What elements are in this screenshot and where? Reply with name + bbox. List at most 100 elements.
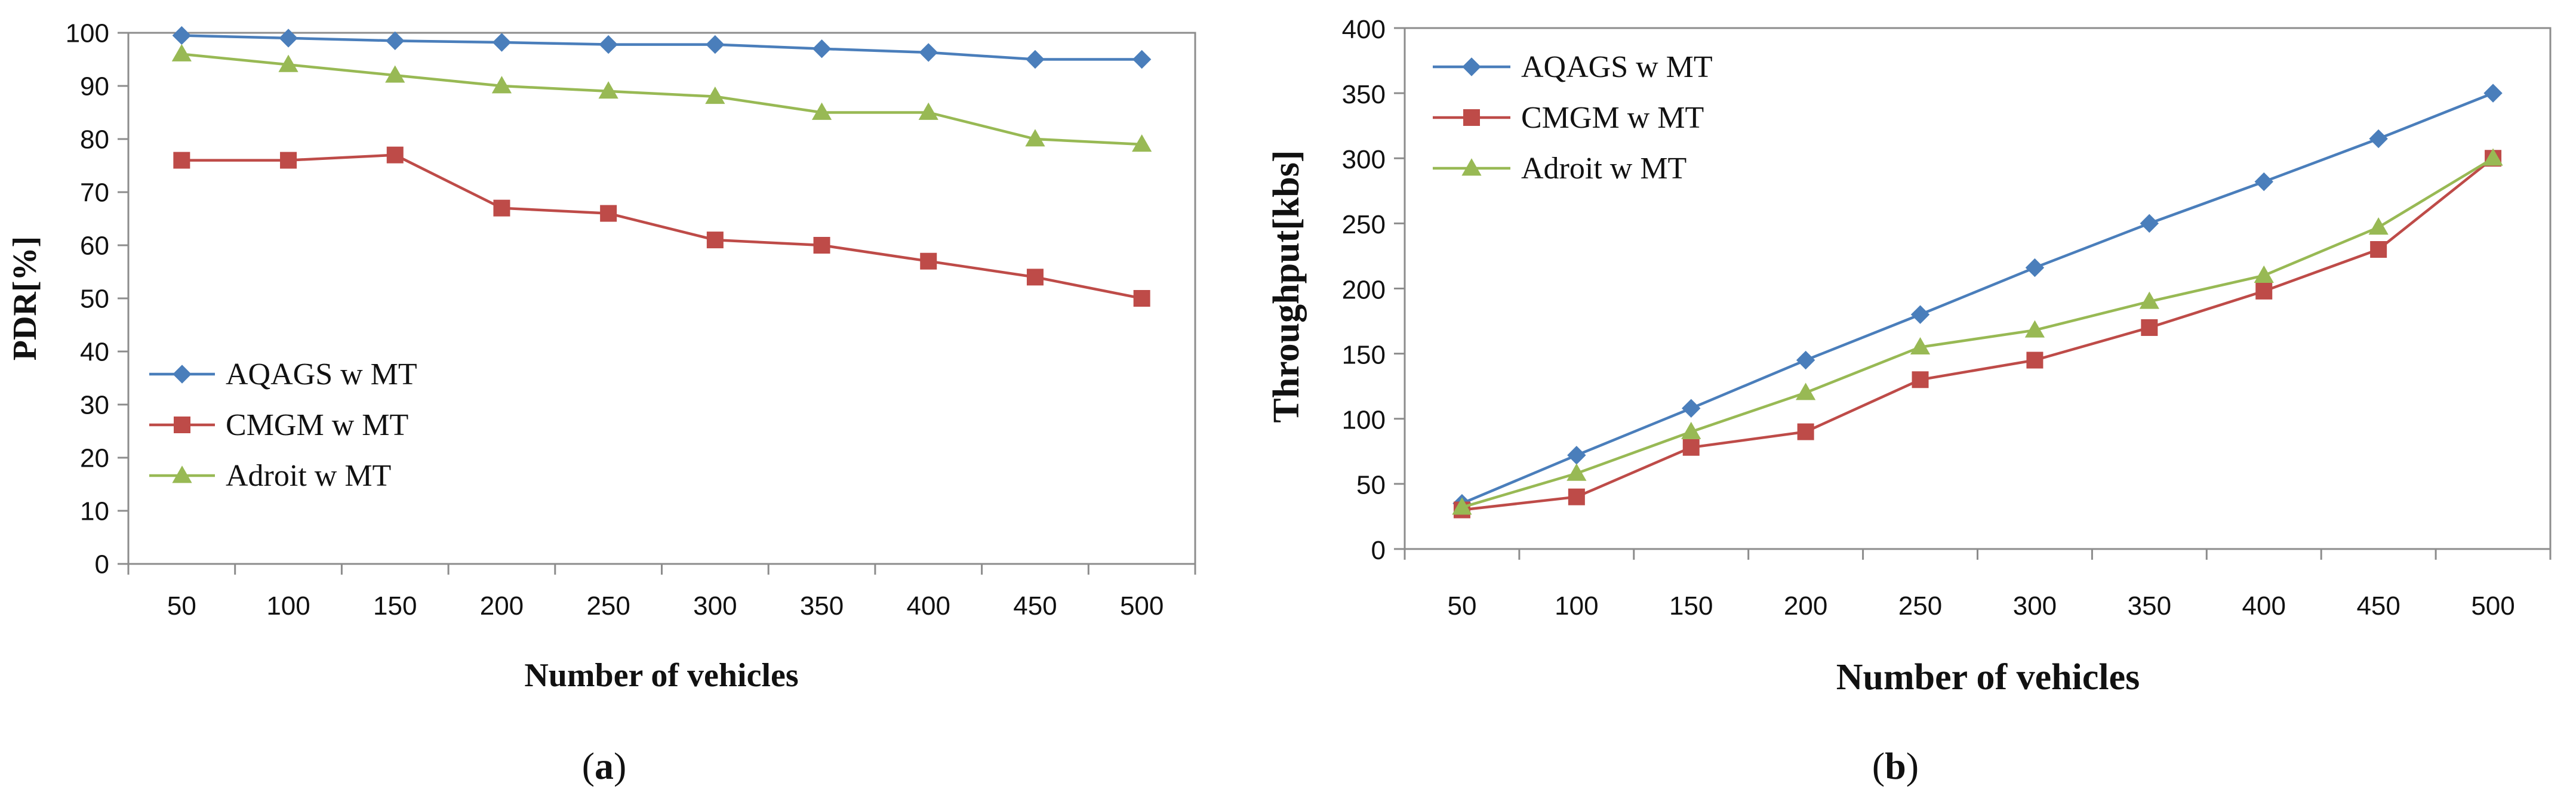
legend-label-aqags-w-mt: AQAGS w MT (226, 357, 417, 391)
data-point-cmgm-w-mt (1682, 439, 1700, 456)
data-point-aqags-w-mt (1026, 50, 1045, 69)
y-tick-label: 50 (1356, 471, 1386, 500)
data-point-adroit-w-mt (2024, 320, 2045, 338)
chart-panel-b: 0 50 100 150 200 250 300 350 400 50 100 150 200 250 30… (1266, 15, 2552, 787)
series-line-adroit-w-mt (181, 53, 1142, 146)
x-tick-label: 450 (2356, 591, 2400, 621)
y-tick-label: 300 (1342, 145, 1386, 174)
x-tick-label: 400 (907, 591, 950, 621)
y-tick-label: 350 (1342, 80, 1386, 109)
data-point-aqags-w-mt (919, 43, 938, 62)
y-tick-label: 10 (80, 496, 109, 526)
data-point-aqags-w-mt (1132, 50, 1152, 69)
data-point-aqags-w-mt (2254, 172, 2273, 192)
legend-label-adroit-w-mt: Adroit w MT (1521, 152, 1686, 186)
data-point-aqags-w-mt (1567, 446, 1586, 465)
y-tick-label: 30 (80, 390, 109, 419)
data-point-adroit-w-mt (1452, 497, 1472, 515)
data-point-cmgm-w-mt (386, 146, 404, 164)
panel-label: (a) (582, 745, 627, 787)
series-line-adroit-w-mt (1461, 157, 2494, 509)
data-point-adroit-w-mt (1132, 134, 1152, 152)
y-tick-label: 0 (1371, 536, 1386, 565)
y-axis-title: Throughput[kbs] (1266, 150, 1307, 422)
data-point-cmgm-w-mt (600, 205, 617, 222)
data-point-aqags-w-mt (172, 26, 192, 45)
data-point-adroit-w-mt (1566, 463, 1587, 481)
x-axis-title: Number of vehicles (524, 657, 798, 694)
x-tick-label: 150 (1669, 591, 1713, 621)
y-tick-label: 200 (1342, 275, 1386, 304)
series-line-aqags-w-mt (181, 34, 1142, 61)
data-point-adroit-w-mt (2139, 291, 2159, 309)
data-point-adroit-w-mt (1910, 337, 1931, 355)
y-tick-label: 20 (80, 443, 109, 473)
series-line-aqags-w-mt (1461, 92, 2494, 505)
data-point-cmgm-w-mt (706, 232, 724, 249)
y-tick-label: 0 (95, 550, 109, 579)
x-tick-label: 100 (266, 591, 310, 621)
legend-marker-aqags-w-mt (1462, 57, 1481, 76)
data-point-aqags-w-mt (812, 39, 832, 58)
y-tick-label: 50 (80, 284, 109, 313)
x-tick-label: 400 (2242, 591, 2286, 621)
x-tick-label: 300 (693, 591, 737, 621)
data-point-aqags-w-mt (2140, 214, 2159, 233)
data-point-aqags-w-mt (2483, 84, 2503, 103)
data-point-aqags-w-mt (1796, 350, 1815, 370)
data-point-cmgm-w-mt (2141, 319, 2158, 336)
data-point-cmgm-w-mt (1568, 488, 1585, 505)
y-tick-label: 40 (80, 337, 109, 366)
data-point-aqags-w-mt (1910, 305, 1930, 324)
x-tick-label: 150 (373, 591, 417, 621)
x-tick-label: 100 (1555, 591, 1598, 621)
data-point-adroit-w-mt (491, 76, 512, 94)
data-point-cmgm-w-mt (173, 152, 190, 169)
y-tick-label: 150 (1342, 340, 1386, 369)
x-tick-label: 500 (1120, 591, 1164, 621)
legend-marker-adroit-w-mt (1461, 158, 1482, 176)
x-tick-label: 450 (1013, 591, 1057, 621)
x-axis-title: Number of vehicles (1836, 657, 2140, 698)
data-point-adroit-w-mt (385, 65, 405, 83)
y-tick-label: 70 (80, 178, 109, 207)
data-point-cmgm-w-mt (280, 152, 297, 169)
x-tick-label: 200 (1784, 591, 1827, 621)
data-point-aqags-w-mt (279, 29, 298, 48)
data-point-cmgm-w-mt (1026, 269, 1044, 286)
y-tick-label: 90 (80, 72, 109, 101)
x-tick-label: 350 (2128, 591, 2171, 621)
data-point-adroit-w-mt (598, 81, 618, 99)
data-point-adroit-w-mt (2483, 148, 2503, 166)
data-point-aqags-w-mt (492, 33, 512, 52)
data-point-cmgm-w-mt (1797, 423, 1814, 440)
legend-marker-cmgm-w-mt (174, 417, 190, 433)
y-axis-title: PDR[%] (7, 236, 44, 360)
data-point-aqags-w-mt (2369, 129, 2388, 149)
data-point-adroit-w-mt (1796, 383, 1816, 400)
y-tick-label: 100 (1342, 406, 1386, 435)
legend-label-cmgm-w-mt: CMGM w MT (1521, 101, 1704, 135)
data-point-aqags-w-mt (706, 35, 725, 54)
x-tick-label: 250 (1898, 591, 1942, 621)
legend-label-aqags-w-mt: AQAGS w MT (1521, 50, 1713, 84)
chart-panel-a: 0 10 20 30 40 50 60 70 80 90 100 50 100 150 200 250 300 3… (7, 18, 1196, 787)
data-point-aqags-w-mt (599, 35, 618, 54)
data-point-adroit-w-mt (278, 54, 298, 72)
data-point-cmgm-w-mt (920, 252, 937, 270)
data-point-cmgm-w-mt (2255, 282, 2273, 300)
data-point-adroit-w-mt (1025, 129, 1045, 147)
y-tick-label: 80 (80, 125, 109, 154)
legend-marker-aqags-w-mt (173, 365, 192, 384)
data-point-adroit-w-mt (705, 87, 725, 104)
x-tick-label: 200 (480, 591, 524, 621)
legend-marker-adroit-w-mt (172, 465, 192, 483)
data-point-adroit-w-mt (2368, 217, 2389, 235)
data-point-cmgm-w-mt (1133, 290, 1150, 307)
panel-label: (b) (1872, 745, 1919, 787)
x-tick-label: 250 (586, 591, 630, 621)
data-point-adroit-w-mt (918, 102, 938, 120)
data-point-adroit-w-mt (171, 44, 192, 61)
legend-marker-cmgm-w-mt (1463, 109, 1480, 126)
